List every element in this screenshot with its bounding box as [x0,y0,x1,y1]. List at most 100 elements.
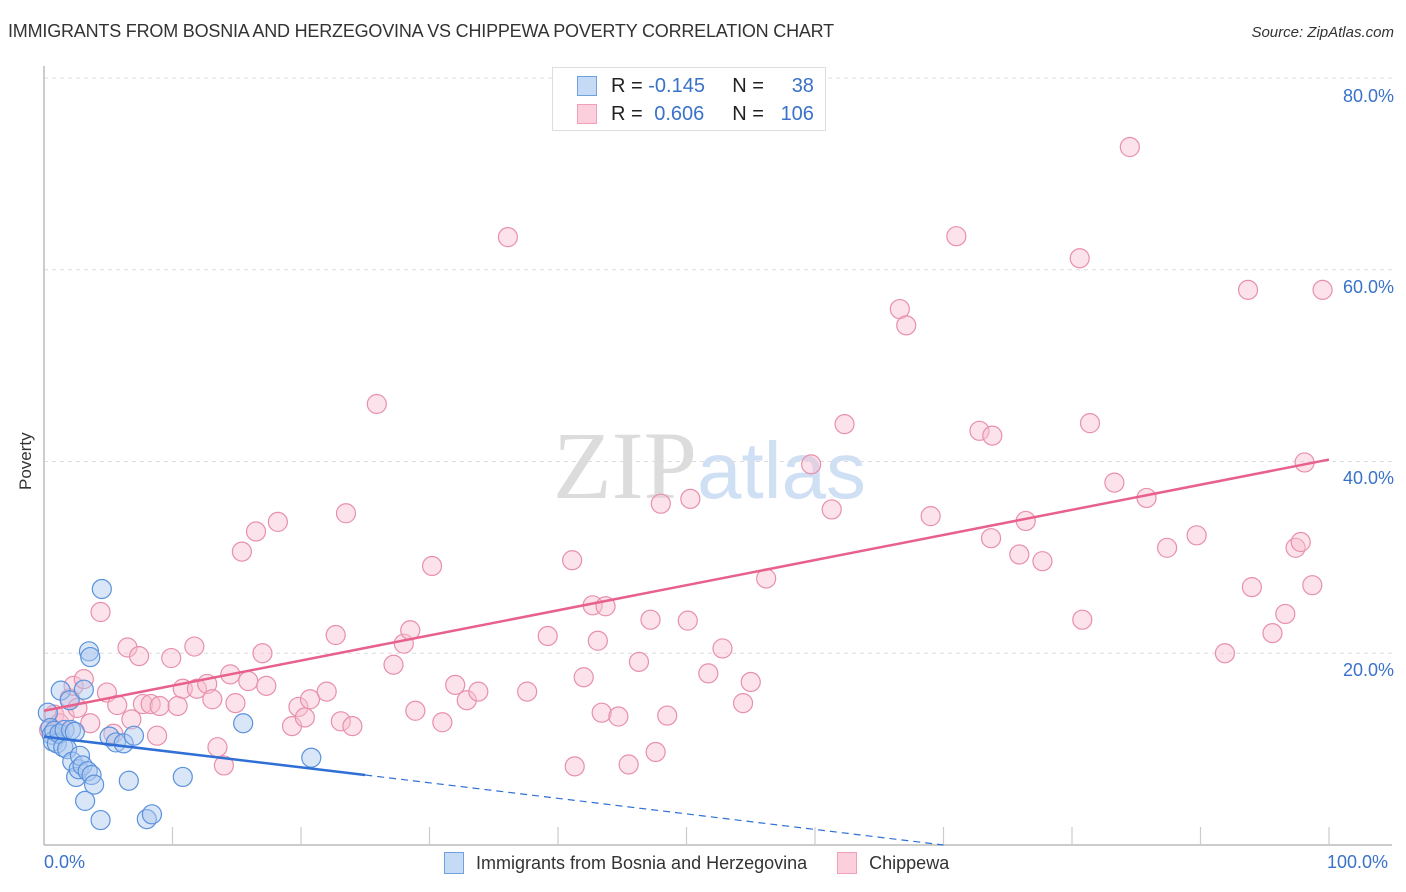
data-point [149,695,170,717]
data-point [698,663,719,684]
data-point [113,733,134,754]
source-label: Source: ZipAtlas.com [1251,24,1394,41]
y-axis-label: Poverty [16,432,35,490]
data-point [342,716,363,737]
x-tick-0: 0.0% [44,852,86,872]
y-tick-80: 80.0% [1342,86,1394,106]
data-point [84,774,105,795]
data-point [288,696,309,718]
data-point [980,528,1002,549]
chippewa-swatch-icon [577,104,597,124]
y-tick-20: 20.0% [1342,660,1394,680]
data-point [1104,472,1125,493]
data-point [896,315,917,336]
bosnia-legend-swatch-icon [444,852,464,874]
data-point [618,754,639,775]
data-point [1214,643,1236,664]
data-point [73,679,94,700]
data-point [117,637,138,658]
x-tick-100: 100.0% [1327,852,1389,872]
data-point [301,747,322,768]
data-point [121,709,142,730]
series-legend: Immigrants from Bosnia and Herzegovina C… [444,852,979,874]
data-point [299,689,321,710]
data-point [316,681,337,702]
data-point [184,636,205,657]
data-point [335,503,357,524]
bosnia-trend-line [43,735,366,777]
data-point [946,226,967,247]
data-point [1136,487,1157,509]
stats-legend: R = -0.145 N = 38 R = 0.606 N = 106 [552,67,826,131]
data-point [330,711,351,732]
data-point [238,670,259,692]
data-point [225,693,246,714]
data-point [66,766,87,788]
bosnia-n-value: 38 [791,74,814,97]
data-point [650,493,671,514]
data-point [712,638,733,659]
data-point [80,713,101,734]
data-point [146,725,168,746]
data-point [405,700,426,721]
data-point [245,521,267,542]
data-point [267,511,288,533]
data-point [657,705,678,726]
data-point [161,647,182,669]
data-point [1275,603,1296,625]
data-point [1069,248,1090,269]
data-point [680,488,701,509]
data-point [73,669,94,690]
data-point [1079,413,1101,434]
data-point [562,550,583,571]
data-point [969,420,990,441]
y-tick-60: 60.0% [1342,277,1394,297]
legend-row-bosnia: R = -0.145 N = 38 [577,74,814,98]
data-point [821,499,842,520]
data-point [213,755,234,776]
chart-title: IMMIGRANTS FROM BOSNIA AND HERZEGOVINA V… [8,21,834,41]
data-point [366,393,387,415]
data-point [202,689,223,710]
data-point [421,555,443,577]
data-point [445,674,466,695]
data-point [1032,551,1053,572]
data-point [172,766,193,788]
legend-item-bosnia[interactable]: Immigrants from Bosnia and Herzegovina [444,852,807,874]
data-point [167,695,188,717]
data-point [432,712,453,733]
data-point [982,425,1003,446]
data-point [1302,575,1323,596]
data-point [591,702,612,723]
data-point [294,707,315,728]
bosnia-r-value: -0.145 [648,74,705,97]
data-point [1241,576,1263,598]
data-point [141,804,163,825]
data-point [587,630,608,651]
data-point [497,227,518,248]
data-point [80,646,101,668]
data-point [77,761,98,782]
data-point [1290,531,1311,553]
data-point [740,671,761,693]
legend-item-chippewa[interactable]: Chippewa [837,852,949,874]
data-point [118,770,139,791]
data-point [645,741,666,763]
data-point [1009,544,1030,565]
data-point [1119,136,1140,158]
data-point [1156,537,1178,558]
data-point [75,790,96,811]
data-point [123,725,145,746]
data-point [383,654,404,675]
data-point [677,610,698,631]
y-tick-40: 40.0% [1342,468,1394,488]
data-point [573,667,594,688]
data-point [207,737,228,758]
chippewa-r-value: 0.606 [654,102,705,125]
data-point [608,706,629,727]
bosnia-trend-extrapolation [365,774,944,846]
data-point [325,624,346,646]
data-point [256,675,277,696]
legend-row-chippewa: R = 0.606 N = 106 [577,102,814,126]
